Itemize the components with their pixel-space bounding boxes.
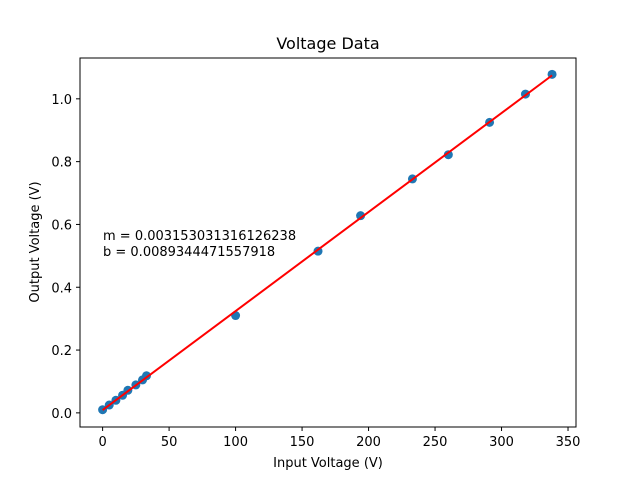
x-tick-label: 300 — [489, 435, 514, 450]
x-tick-label: 50 — [161, 435, 178, 450]
plot-frame — [79, 57, 577, 428]
x-tick-label: 150 — [290, 435, 315, 450]
slope-annotation: m = 0.003153031316126238 — [103, 229, 296, 244]
y-tick-label: 0.8 — [51, 156, 72, 171]
data-point — [443, 150, 453, 160]
y-tick-label: 1.0 — [51, 93, 72, 108]
plot-content — [98, 69, 557, 415]
chart-title: Voltage Data — [276, 34, 379, 53]
x-axis-label: Input Voltage (V) — [273, 456, 383, 471]
x-tick-label: 350 — [556, 435, 581, 450]
fit-line — [102, 74, 553, 411]
x-tick-label: 100 — [223, 435, 248, 450]
intercept-annotation: b = 0.0089344471557918 — [103, 245, 275, 260]
y-axis-label: Output Voltage (V) — [28, 181, 43, 302]
y-tick-label: 0.6 — [51, 218, 72, 233]
data-point — [356, 211, 366, 221]
y-tick-label: 0.0 — [51, 407, 72, 422]
x-axis: 0 50 100 150 200 250 300 350 — [98, 427, 580, 450]
x-tick-label: 250 — [423, 435, 448, 450]
x-tick-label: 200 — [356, 435, 381, 450]
y-axis: 0.0 0.2 0.4 0.6 0.8 1.0 — [51, 93, 80, 422]
x-tick-label: 0 — [98, 435, 106, 450]
y-tick-label: 0.2 — [51, 344, 72, 359]
y-tick-label: 0.4 — [51, 281, 72, 296]
